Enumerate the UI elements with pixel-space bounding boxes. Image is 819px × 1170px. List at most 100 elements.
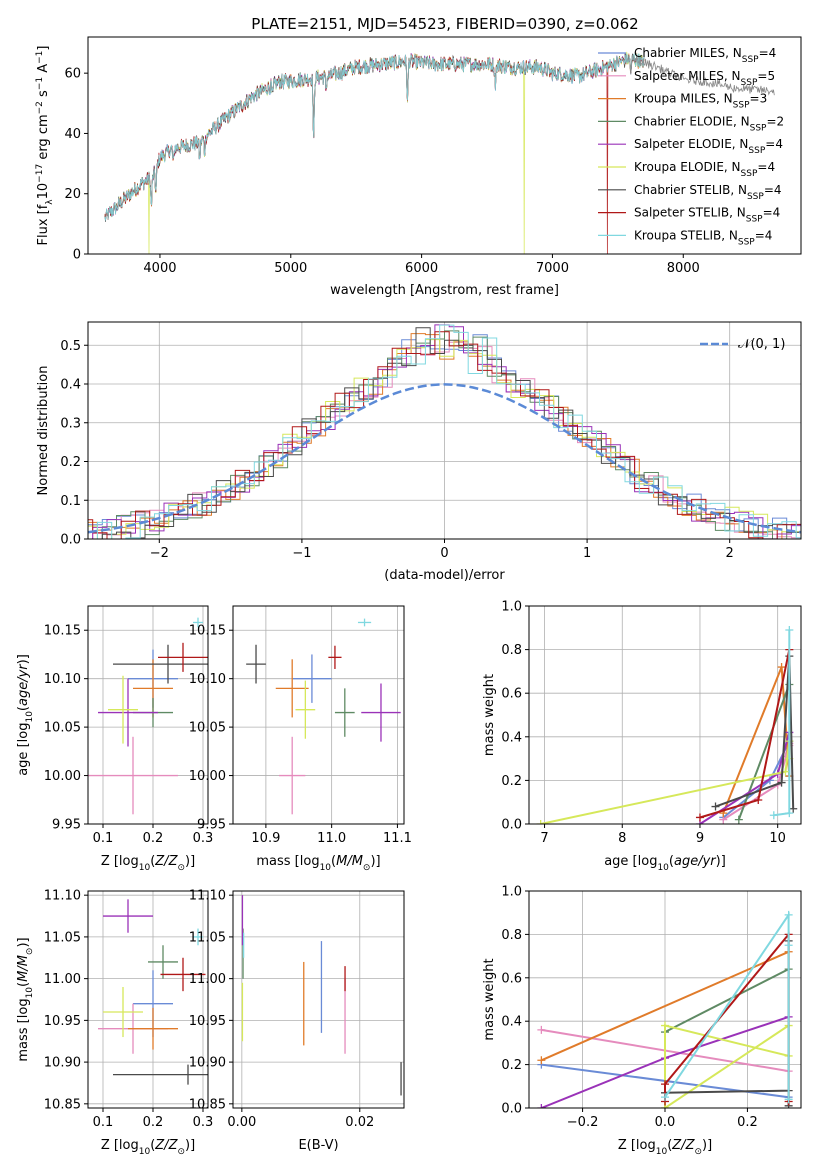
label-part: M/M xyxy=(336,854,363,869)
x-axis-label: Z [log10(Z/Z⊙)] xyxy=(618,1138,712,1157)
label-part: 10 xyxy=(25,711,35,723)
label-part: ( xyxy=(16,706,31,711)
errorbar-point xyxy=(98,678,158,747)
gaussian-curve xyxy=(88,383,801,534)
label-part: )] xyxy=(185,1138,195,1153)
y-tick-label: 10.85 xyxy=(189,1097,226,1112)
errorbar-point xyxy=(113,644,208,684)
y-tick-label: 10.00 xyxy=(189,769,226,784)
y-tick-label: 0 xyxy=(73,248,81,263)
label-part: SSP xyxy=(733,101,750,111)
y-tick-label: 10.10 xyxy=(44,672,81,687)
y-tick-label: 0.0 xyxy=(501,1102,522,1117)
y-tick-label: 0.8 xyxy=(501,643,522,658)
axes-frame xyxy=(87,890,209,1109)
x-tick-label: −1 xyxy=(292,546,311,561)
y-tick-label: 11.00 xyxy=(189,972,226,987)
y-axis-label: Flux [fλ10−17 erg cm−2 s−1 A−1] xyxy=(35,46,55,246)
label-part: )] xyxy=(16,937,31,947)
weight-marker xyxy=(777,663,786,672)
errorbar-point xyxy=(279,736,306,815)
label-part: =2 xyxy=(766,114,784,128)
errorbar-point xyxy=(334,688,355,737)
weight-line xyxy=(664,911,790,1100)
y-axis-label: Normed distribution xyxy=(36,366,51,496)
weight-marker xyxy=(784,910,793,919)
x-tick-label: 7000 xyxy=(536,261,569,276)
label-part: ( xyxy=(150,854,155,869)
label-part: mass [log xyxy=(16,998,31,1061)
weight-line xyxy=(540,950,790,1062)
label-part: )] xyxy=(716,854,726,869)
label-part: Chabrier ELODIE, N xyxy=(634,114,750,128)
x-tick-label: 6000 xyxy=(405,261,438,276)
figure-title: PLATE=2151, MJD=54523, FIBERID=0390, z=0… xyxy=(251,15,638,33)
y-tick-label: 0.4 xyxy=(501,730,522,745)
histogram-step xyxy=(88,324,801,539)
weight-marker xyxy=(661,1080,669,1089)
axes-frame xyxy=(232,605,405,825)
errorbar-point xyxy=(113,1064,208,1085)
label-part: −1 xyxy=(35,77,45,90)
y-axis-label: mass weight xyxy=(482,674,497,756)
label-part: SSP xyxy=(746,215,763,225)
legend-entry: Salpeter STELIB, NSSP=4 xyxy=(634,206,780,225)
x-axis-label: mass [log10(M/M⊙)] xyxy=(256,854,380,873)
weight-marker xyxy=(537,1025,546,1034)
y-tick-label: 0.4 xyxy=(60,378,81,393)
label-part: A xyxy=(36,64,51,77)
weight-marker xyxy=(785,809,794,818)
weight-marker xyxy=(537,1104,546,1108)
label-part: −2 xyxy=(35,101,45,114)
y-tick-label: 1.0 xyxy=(501,885,522,900)
weight-marker xyxy=(537,1056,546,1065)
label-part: Z/Z xyxy=(154,1138,178,1153)
weight-marker xyxy=(789,804,798,813)
label-part: =4 xyxy=(759,46,777,60)
label-part: mass [log xyxy=(256,854,319,869)
errorbar-point xyxy=(292,654,332,703)
x-tick-label: 2 xyxy=(726,546,734,561)
y-axis-label: mass weight xyxy=(482,958,497,1040)
label-part: s xyxy=(36,90,51,101)
label-part: ⊙ xyxy=(25,948,35,956)
y-tick-label: 10.00 xyxy=(44,769,81,784)
weight-marker xyxy=(536,820,545,824)
x-tick-label: 1 xyxy=(583,546,591,561)
plot-area xyxy=(536,625,798,824)
errorbar-point xyxy=(275,659,309,718)
y-tick-label: 0.8 xyxy=(501,928,522,943)
y-tick-label: 11.00 xyxy=(44,972,81,987)
label-part: SSP xyxy=(747,192,764,202)
y-tick-label: 40 xyxy=(64,127,81,142)
weight-marker xyxy=(777,778,786,787)
label-part: 10 xyxy=(36,183,51,200)
label-part: ⊙ xyxy=(694,1147,702,1157)
x-tick-label: 0.2 xyxy=(143,1115,164,1130)
label-part: age [log xyxy=(16,723,31,776)
y-tick-label: 11.10 xyxy=(189,889,226,904)
weight-marker xyxy=(734,815,743,824)
label-part: Salpeter STELIB, N xyxy=(634,206,746,220)
panel-residual-histogram: −2 −1 0 1 2 0.0 0.1 0.2 0.3 0.4 0.5 (data-model)/er… xyxy=(36,321,802,583)
x-tick-label: 10 xyxy=(769,831,786,846)
label-part: M/M xyxy=(16,955,31,982)
label-part: Z/Z xyxy=(154,854,178,869)
weight-line xyxy=(715,656,795,809)
y-tick-label: 10.90 xyxy=(44,1056,81,1071)
panel-mass-vs-ebv: 0.00 0.02 10.85 10.90 10.95 11.00 11.05 11.10 E(… xyxy=(189,889,405,1153)
y-tick-label: 10.05 xyxy=(44,721,81,736)
y-tick-label: 0.6 xyxy=(501,971,522,986)
histogram-step xyxy=(88,331,801,539)
weight-marker xyxy=(754,796,763,805)
errorbar-point xyxy=(160,957,206,992)
x-axis-label: Z [log10(Z/Z⊙)] xyxy=(101,854,195,873)
label-part: Kroupa STELIB, N xyxy=(634,228,738,242)
y-tick-label: 0.1 xyxy=(60,494,81,509)
errorbar-point xyxy=(128,1007,178,1050)
x-tick-label: 4000 xyxy=(143,261,176,276)
x-tick-label: 11.0 xyxy=(317,831,346,846)
